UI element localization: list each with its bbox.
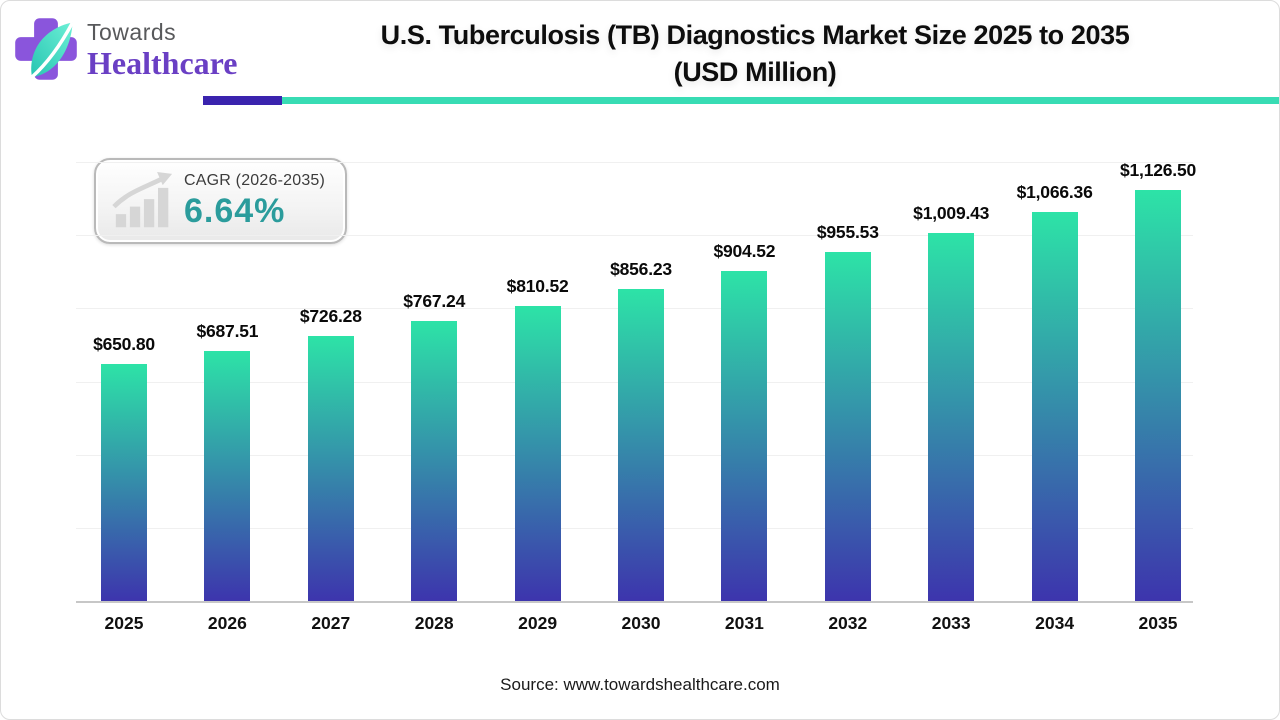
logo-healthcare-text: Healthcare (87, 45, 238, 81)
header-rule-purple (203, 96, 282, 105)
bar (411, 321, 458, 602)
medical-cross-leaf-icon (15, 18, 77, 80)
x-axis-line (76, 601, 1193, 603)
cagr-text-block: CAGR (2026-2035) 6.64% (184, 172, 325, 231)
x-axis-label: 2025 (104, 613, 144, 633)
x-axis-label: 2035 (1138, 613, 1178, 633)
bar-value-label: $726.28 (299, 306, 362, 327)
x-axis-label: 2031 (724, 613, 764, 633)
chart-title-line1: U.S. Tuberculosis (TB) Diagnostics Marke… (380, 20, 1130, 50)
bar (204, 350, 251, 602)
bar (1135, 189, 1181, 602)
bar (1031, 211, 1078, 602)
towards-healthcare-logo: Towards Healthcare (11, 13, 237, 85)
bar-value-label: $767.24 (403, 291, 466, 312)
bar (514, 305, 561, 602)
bar-value-label: $904.52 (713, 241, 776, 262)
header-rule-teal (282, 97, 1279, 104)
x-axis-label: 2030 (621, 613, 661, 633)
chart-title-line2: (USD Million) (673, 57, 837, 87)
bar (824, 252, 871, 602)
bar-chart-plot-area: $650.80 $687.51 $726.28 $767.24 $810.52 $856.… (76, 159, 1197, 603)
cagr-badge: CAGR (2026-2035) 6.64% (94, 158, 347, 244)
source-text: Source: www.towardshealthcare.com (500, 675, 780, 694)
bar-value-label: $650.80 (93, 333, 155, 354)
x-axis-label: 2032 (828, 613, 868, 633)
bar (928, 232, 975, 602)
bar-value-label: $1,126.50 (1119, 159, 1197, 180)
x-axis-label: 2026 (207, 613, 247, 633)
bar-value-label: $810.52 (506, 275, 569, 296)
bar (101, 363, 147, 602)
bar-value-label: $856.23 (610, 258, 672, 279)
x-axis-label: 2034 (1035, 613, 1075, 633)
growth-chart-icon (112, 171, 173, 228)
gridline (76, 235, 1193, 237)
x-axis-label: 2028 (414, 613, 454, 633)
bar-value-label: $687.51 (196, 320, 259, 341)
x-axis-label: 2027 (311, 613, 351, 633)
cagr-value: 6.64% (184, 191, 286, 230)
bar-value-label: $1,066.36 (1016, 181, 1093, 202)
bar-value-label: $1,009.43 (913, 202, 990, 223)
bar (721, 271, 768, 602)
bar (618, 288, 664, 602)
logo-wordmark: Towards Healthcare (87, 19, 238, 81)
x-axis-label: 2029 (518, 613, 558, 633)
logo-towards-text: Towards (87, 19, 177, 45)
gridline (76, 162, 1193, 163)
bar (307, 336, 354, 602)
cagr-label: CAGR (2026-2035) (184, 171, 326, 189)
chart-title: U.S. Tuberculosis (TB) Diagnostics Marke… (261, 17, 1249, 91)
x-axis-label: 2033 (931, 613, 971, 633)
bar-value-label: $955.53 (816, 222, 879, 243)
x-axis-labels: 2025 2026 2027 2028 2029 2030 2031 2032 2033 2034… (76, 613, 1193, 637)
